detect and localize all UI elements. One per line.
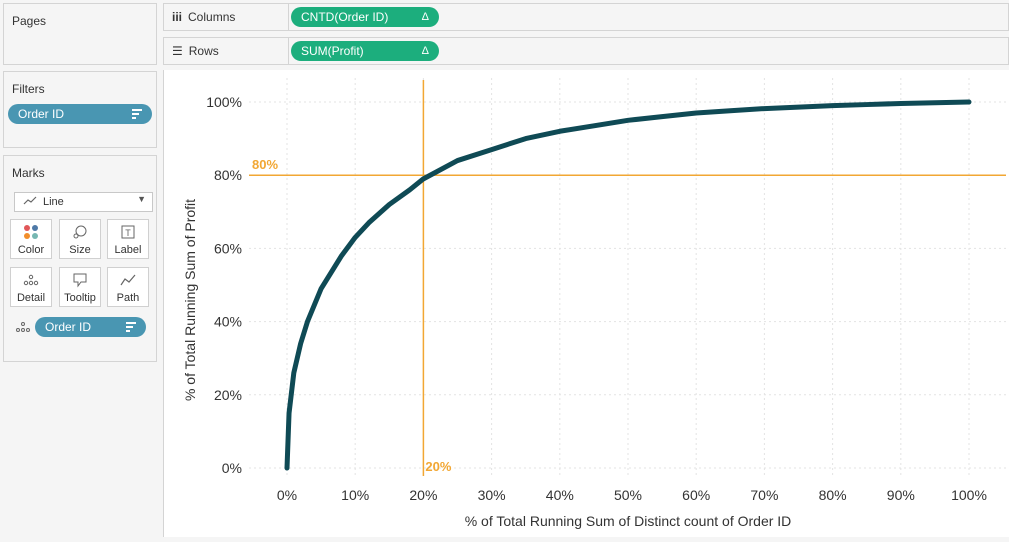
path-button[interactable]: Path bbox=[107, 267, 149, 307]
mark-type-dropdown[interactable]: Line ▼ bbox=[14, 192, 153, 212]
x-tick-label: 60% bbox=[682, 487, 710, 503]
x-tick-label: 70% bbox=[750, 487, 778, 503]
detail-pill-order-id[interactable]: Order ID bbox=[35, 317, 146, 337]
reference-label-x: 20% bbox=[425, 459, 451, 474]
color-button[interactable]: Color bbox=[10, 219, 52, 259]
label-label: Label bbox=[114, 244, 142, 256]
filters-title: Filters bbox=[12, 82, 45, 96]
sort-icon bbox=[132, 104, 142, 124]
y-tick-label: 60% bbox=[214, 240, 242, 256]
size-label: Size bbox=[69, 244, 91, 256]
detail-pill-label: Order ID bbox=[45, 320, 92, 334]
marks-panel: Marks Line ▼ Color Size T Label Detail bbox=[3, 155, 157, 362]
columns-pill-label: CNTD(Order ID) bbox=[301, 10, 389, 24]
filter-pill-label: Order ID bbox=[18, 107, 65, 121]
x-tick-label: 30% bbox=[478, 487, 506, 503]
columns-label: iii Columns bbox=[172, 10, 236, 24]
x-tick-label: 80% bbox=[819, 487, 847, 503]
y-tick-label: 40% bbox=[214, 314, 242, 330]
color-label: Color bbox=[17, 244, 45, 256]
x-tick-label: 20% bbox=[409, 487, 437, 503]
y-tick-label: 80% bbox=[214, 167, 242, 183]
x-tick-label: 40% bbox=[546, 487, 574, 503]
shelf-divider bbox=[288, 38, 289, 64]
label-icon: T bbox=[108, 224, 148, 244]
x-axis-title: % of Total Running Sum of Distinct count… bbox=[465, 513, 792, 529]
svg-text:T: T bbox=[125, 228, 131, 238]
line-mark-icon bbox=[23, 196, 37, 209]
columns-shelf[interactable]: iii Columns CNTD(Order ID) Δ bbox=[163, 3, 1009, 31]
shelf-divider bbox=[288, 4, 289, 30]
size-button[interactable]: Size bbox=[59, 219, 101, 259]
rows-label: ☰ Rows bbox=[172, 44, 219, 58]
delta-icon: Δ bbox=[421, 11, 429, 23]
pages-panel: Pages bbox=[3, 3, 157, 65]
filter-pill-order-id[interactable]: Order ID bbox=[8, 104, 152, 124]
pareto-chart[interactable]: 0% 10% 20% 30% 40% 50% 60% 70% 80% 90% 100% 0% 20% 40… bbox=[164, 70, 1009, 537]
path-icon bbox=[108, 272, 148, 292]
sort-icon bbox=[126, 317, 136, 337]
series-line bbox=[284, 99, 972, 471]
detail-icon bbox=[11, 272, 51, 292]
x-tick-label: 50% bbox=[614, 487, 642, 503]
rows-pill[interactable]: SUM(Profit) Δ bbox=[291, 41, 439, 61]
columns-icon: iii bbox=[172, 10, 183, 24]
pages-title: Pages bbox=[12, 14, 47, 28]
detail-marker-icon bbox=[16, 320, 30, 338]
detail-label: Detail bbox=[16, 292, 46, 304]
color-icon bbox=[11, 224, 51, 244]
label-button[interactable]: T Label bbox=[107, 219, 149, 259]
rows-shelf[interactable]: ☰ Rows SUM(Profit) Δ bbox=[163, 37, 1009, 65]
x-tick-label: 90% bbox=[887, 487, 915, 503]
tooltip-label: Tooltip bbox=[64, 292, 96, 304]
detail-button[interactable]: Detail bbox=[10, 267, 52, 307]
y-tick-label: 20% bbox=[214, 387, 242, 403]
x-tick-label: 10% bbox=[341, 487, 369, 503]
x-tick-label: 100% bbox=[951, 487, 987, 503]
tooltip-icon bbox=[60, 272, 100, 292]
reference-label-y: 80% bbox=[252, 157, 278, 172]
mark-type-label: Line bbox=[43, 196, 64, 208]
rows-icon: ☰ bbox=[172, 44, 183, 58]
y-tick-label: 0% bbox=[222, 460, 242, 476]
filters-panel: Filters Order ID bbox=[3, 71, 157, 148]
size-icon bbox=[60, 224, 100, 244]
path-label: Path bbox=[116, 292, 140, 304]
columns-pill[interactable]: CNTD(Order ID) Δ bbox=[291, 7, 439, 27]
chevron-down-icon: ▼ bbox=[137, 194, 146, 204]
x-tick-label: 0% bbox=[277, 487, 297, 503]
delta-icon: Δ bbox=[421, 45, 429, 57]
y-axis-title: % of Total Running Sum of Profit bbox=[182, 199, 198, 401]
y-tick-label: 100% bbox=[206, 94, 242, 110]
marks-title: Marks bbox=[12, 166, 45, 180]
rows-pill-label: SUM(Profit) bbox=[301, 44, 364, 58]
tooltip-button[interactable]: Tooltip bbox=[59, 267, 101, 307]
viz-area[interactable]: 0% 10% 20% 30% 40% 50% 60% 70% 80% 90% 100% 0% 20% 40… bbox=[163, 70, 1009, 537]
